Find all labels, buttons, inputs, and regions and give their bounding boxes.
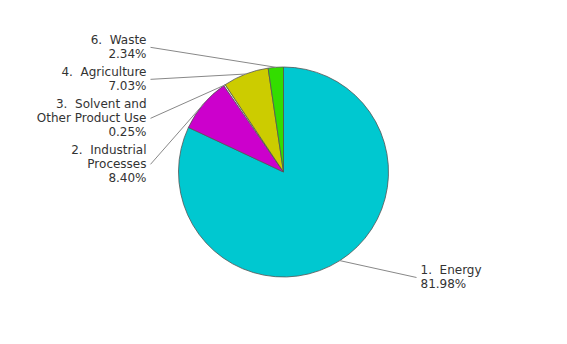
svg-text:2. IndustrialProcesses8.40%: 2. IndustrialProcesses8.40% — [71, 143, 146, 185]
svg-text:1. Energy81.98%: 1. Energy81.98% — [421, 263, 482, 291]
svg-text:3. Solvent andOther Product U: 3. Solvent andOther Product Use0.25% — [37, 97, 147, 139]
svg-text:6. Waste2.34%: 6. Waste2.34% — [91, 33, 147, 61]
svg-text:4. Agriculture7.03%: 4. Agriculture7.03% — [61, 65, 146, 93]
